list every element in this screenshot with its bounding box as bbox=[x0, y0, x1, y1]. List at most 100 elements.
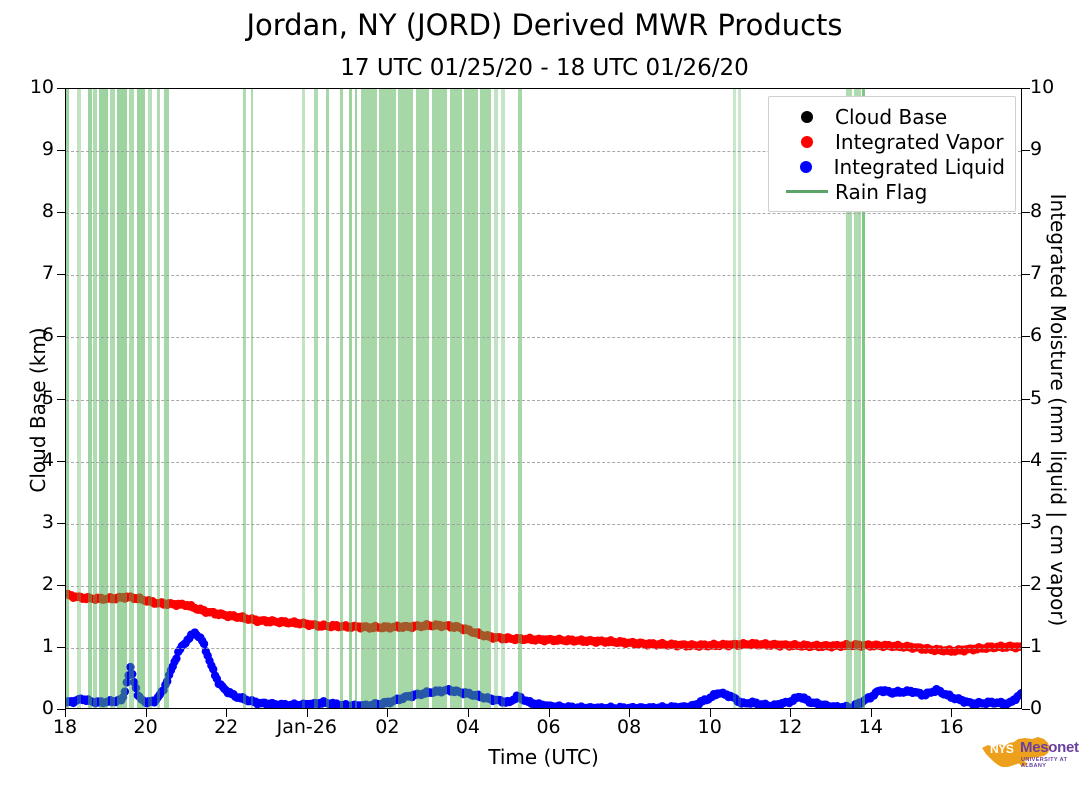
y-tick-label-left: 7 bbox=[41, 262, 54, 285]
x-tick bbox=[709, 709, 711, 717]
x-tick bbox=[629, 709, 631, 717]
rain-flag-band bbox=[88, 89, 92, 708]
new-york-state-shape-icon bbox=[982, 737, 1050, 767]
rain-flag-band bbox=[340, 89, 343, 708]
rain-flag-band bbox=[398, 89, 414, 708]
y-tick-label-right: 9 bbox=[1030, 138, 1043, 161]
rain-flag-band bbox=[147, 89, 152, 708]
gridline-horizontal bbox=[66, 461, 1021, 463]
x-tick-label: 10 bbox=[697, 716, 722, 738]
rain-flag-band bbox=[93, 89, 98, 708]
gridline-horizontal bbox=[66, 275, 1021, 277]
x-tick bbox=[306, 709, 308, 717]
y-tick-label-left: 0 bbox=[41, 697, 54, 719]
y-tick-label-right: 0 bbox=[1030, 697, 1043, 719]
rain-flag-band bbox=[732, 89, 736, 708]
y-tick-label-right: 4 bbox=[1030, 448, 1043, 471]
legend-dot-icon bbox=[779, 160, 834, 173]
legend-item-label: Integrated Liquid bbox=[833, 154, 1005, 179]
y-tick-right bbox=[1022, 150, 1030, 152]
x-tick bbox=[226, 709, 228, 717]
rain-flag-band bbox=[117, 89, 128, 708]
y-tick-label-right: 8 bbox=[1030, 200, 1043, 223]
y-axis-label-left: Cloud Base (km) bbox=[26, 327, 50, 493]
x-tick-label: 14 bbox=[858, 716, 883, 738]
x-tick bbox=[145, 709, 147, 717]
y-tick-label-left: 5 bbox=[41, 386, 54, 409]
rain-flag-band bbox=[325, 89, 329, 708]
y-tick-right bbox=[1022, 212, 1030, 214]
y-tick-left bbox=[57, 212, 65, 214]
rain-flag-band bbox=[301, 89, 305, 708]
legend-item-label: Rain Flag bbox=[835, 179, 928, 204]
nys-mesonet-logo: NYS Mesonet UNIVERSITY AT ALBANY bbox=[978, 734, 1082, 780]
y-tick-label-right: 3 bbox=[1030, 510, 1043, 533]
x-tick-label: 06 bbox=[536, 716, 561, 738]
x-tick-label: Jan-26 bbox=[276, 716, 337, 738]
y-tick-left bbox=[57, 336, 65, 338]
logo-tagline: UNIVERSITY AT ALBANY bbox=[1021, 757, 1068, 769]
y-axis-label-right: Integrated Moisture (mm liquid | cm vapo… bbox=[1046, 193, 1070, 627]
legend-item[interactable]: Integrated Vapor bbox=[769, 129, 1015, 154]
rain-flag-band bbox=[129, 89, 135, 708]
x-tick bbox=[548, 709, 550, 717]
rain-flag-band bbox=[845, 89, 852, 708]
legend-item-label: Cloud Base bbox=[835, 104, 948, 129]
y-tick-right bbox=[1022, 336, 1030, 338]
y-tick-label-left: 10 bbox=[29, 76, 54, 98]
rain-flag-band bbox=[379, 89, 396, 708]
rain-flag-band bbox=[449, 89, 462, 708]
gridline-horizontal bbox=[66, 337, 1021, 339]
gridline-horizontal bbox=[66, 647, 1021, 649]
y-tick-left bbox=[57, 150, 65, 152]
gridline-horizontal bbox=[66, 399, 1021, 401]
rain-flag-band bbox=[66, 89, 69, 708]
page-subtitle: 17 UTC 01/25/20 - 18 UTC 01/26/20 bbox=[340, 55, 749, 81]
x-tick bbox=[870, 709, 872, 717]
gridline-horizontal bbox=[66, 151, 1021, 153]
gridline-horizontal bbox=[66, 585, 1021, 587]
x-tick bbox=[951, 709, 953, 717]
x-tick-label: 20 bbox=[133, 716, 158, 738]
gridline-horizontal bbox=[66, 523, 1021, 525]
rain-flag-band bbox=[854, 89, 861, 708]
rain-flag-band bbox=[480, 89, 492, 708]
x-tick-label: 22 bbox=[214, 716, 239, 738]
rain-flag-band bbox=[157, 89, 161, 708]
y-tick-right bbox=[1022, 460, 1030, 462]
x-tick bbox=[65, 709, 66, 717]
legend-item[interactable]: Rain Flag bbox=[769, 179, 1015, 204]
rain-flag-band bbox=[500, 89, 506, 708]
rain-flag-band bbox=[862, 89, 866, 708]
y-tick-label-left: 6 bbox=[41, 324, 54, 347]
y-tick-label-left: 9 bbox=[41, 138, 54, 161]
rain-flag-band bbox=[464, 89, 478, 708]
y-tick-label-right: 6 bbox=[1030, 324, 1043, 347]
rain-flag-band bbox=[354, 89, 358, 708]
rain-flag-band bbox=[313, 89, 318, 708]
page-title: Jordan, NY (JORD) Derived MWR Products bbox=[246, 8, 843, 42]
y-tick-right bbox=[1022, 88, 1030, 89]
gridline-horizontal bbox=[66, 213, 1021, 215]
y-tick-left bbox=[57, 88, 65, 89]
y-tick-left bbox=[57, 646, 65, 648]
y-tick-label-right: 2 bbox=[1030, 572, 1043, 595]
rain-flag-band bbox=[348, 89, 353, 708]
legend: Cloud Base Integrated Vapor Integrated Liq… bbox=[768, 96, 1016, 212]
y-tick-label-left: 1 bbox=[41, 634, 54, 657]
y-tick-left bbox=[57, 584, 65, 586]
y-tick-right bbox=[1022, 398, 1030, 400]
logo-primary-text: Mesonet bbox=[1020, 739, 1079, 756]
legend-item[interactable]: Cloud Base bbox=[769, 104, 1015, 129]
legend-item-label: Integrated Vapor bbox=[835, 129, 1004, 154]
rain-flag-band bbox=[109, 89, 116, 708]
x-tick-label: 08 bbox=[617, 716, 642, 738]
y-tick-label-left: 3 bbox=[41, 510, 54, 533]
rain-flag-band bbox=[163, 89, 169, 708]
legend-line-icon bbox=[779, 190, 835, 193]
y-tick-label-left: 2 bbox=[41, 572, 54, 595]
x-tick-label: 16 bbox=[939, 716, 964, 738]
y-tick-left bbox=[57, 460, 65, 462]
legend-item[interactable]: Integrated Liquid bbox=[769, 154, 1015, 179]
x-tick-label: 02 bbox=[375, 716, 400, 738]
